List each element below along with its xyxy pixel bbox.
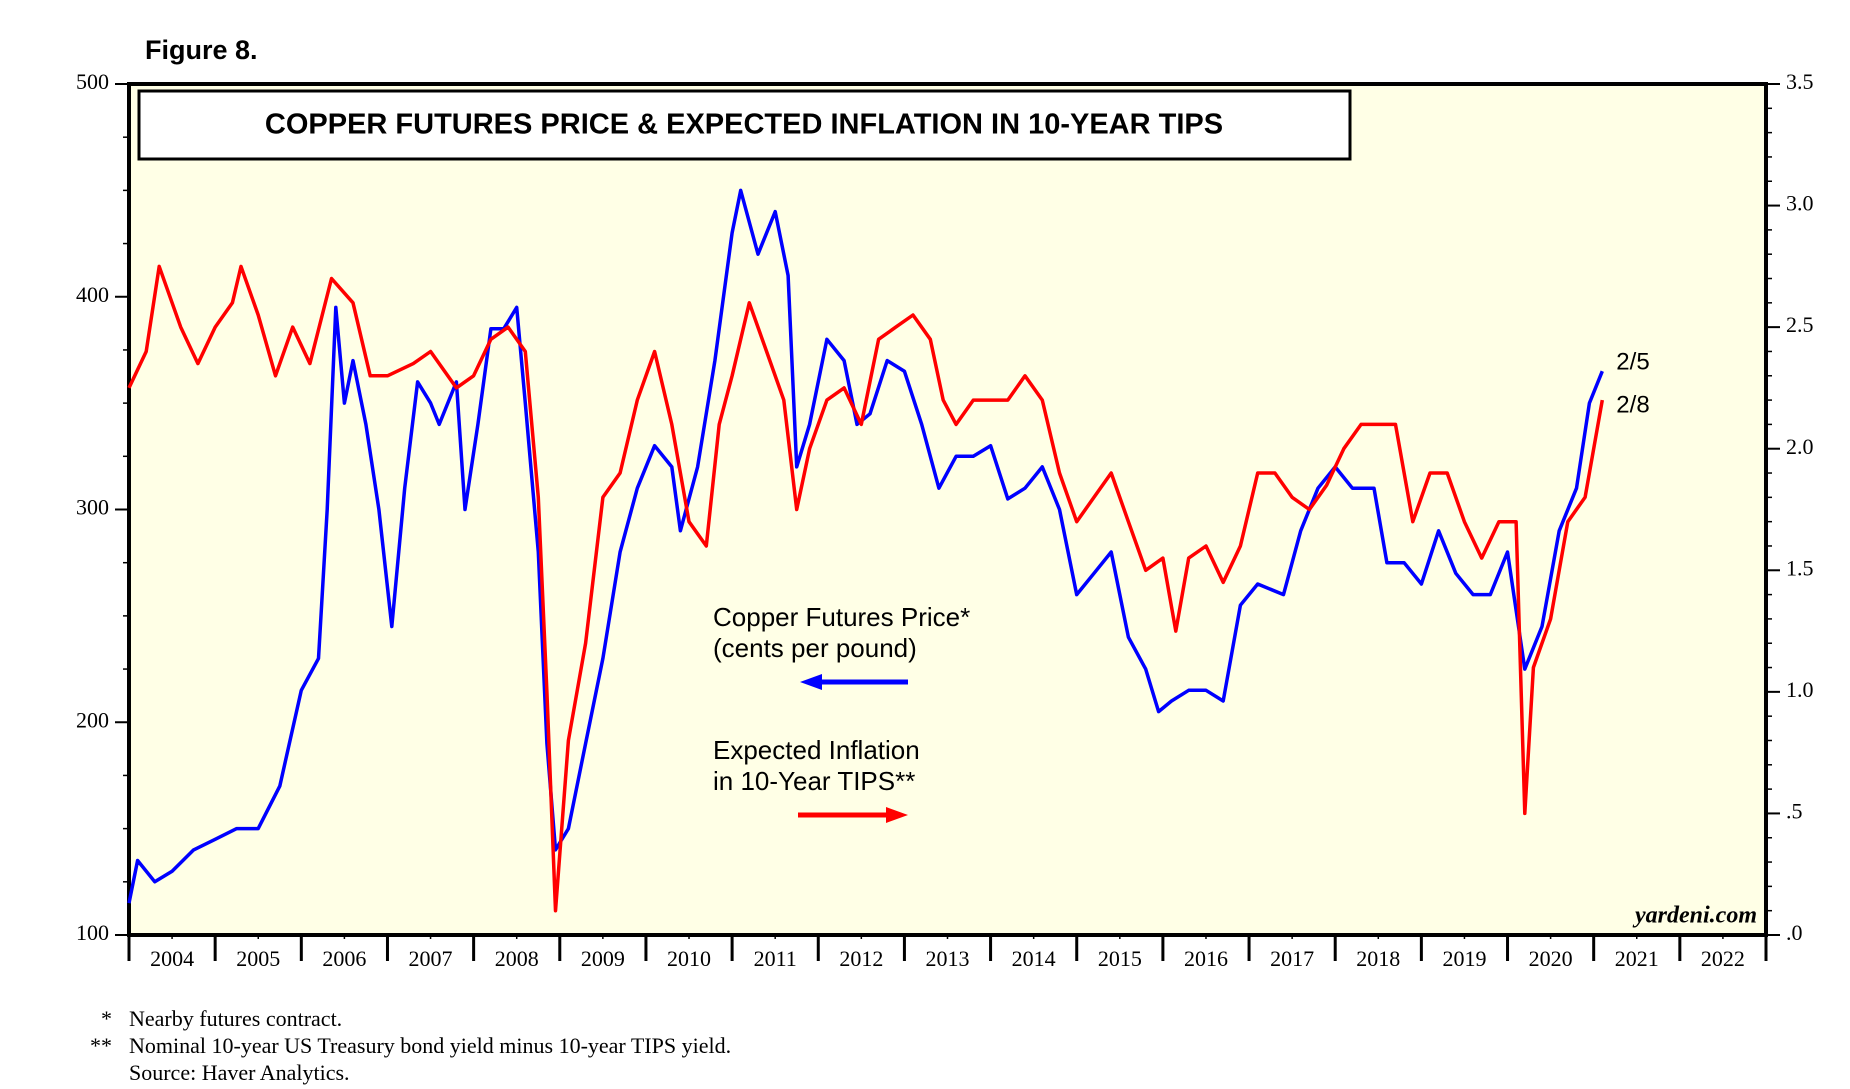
legend-text: in 10-Year TIPS** [713, 766, 915, 796]
x-tick-label: 2015 [1098, 946, 1142, 971]
x-tick-label: 2016 [1184, 946, 1228, 971]
plot-area [127, 82, 1768, 937]
footnote-text: Source: Haver Analytics. [129, 1060, 350, 1085]
y-tick-label: 300 [76, 495, 109, 520]
x-tick-label: 2019 [1442, 946, 1486, 971]
y-tick-label: 500 [76, 69, 109, 94]
y2-tick-label: .5 [1786, 798, 1803, 823]
x-tick-label: 2011 [754, 946, 797, 971]
y2-tick-label: 1.5 [1786, 555, 1814, 580]
x-tick-label: 2021 [1615, 946, 1659, 971]
series-line [127, 264, 1605, 913]
y2-tick-label: 3.0 [1786, 191, 1814, 216]
x-tick-label: 2010 [667, 946, 711, 971]
y2-tick-label: 3.5 [1786, 69, 1814, 94]
x-tick-label: 2004 [150, 946, 194, 971]
legend-arrowhead [800, 674, 822, 690]
y2-tick-label: 2.5 [1786, 312, 1814, 337]
legend-text: Copper Futures Price* [713, 602, 970, 632]
x-tick-label: 2006 [322, 946, 366, 971]
x-tick-label: 2014 [1012, 946, 1056, 971]
x-tick-label: 2008 [495, 946, 539, 971]
end-label: 2/8 [1616, 391, 1649, 418]
footnote-marker: ** [90, 1033, 112, 1058]
x-tick-label: 2018 [1356, 946, 1400, 971]
x-tick-label: 2012 [839, 946, 883, 971]
x-tick-label: 2007 [409, 946, 453, 971]
x-tick-label: 2005 [236, 946, 280, 971]
chart-title: COPPER FUTURES PRICE & EXPECTED INFLATIO… [265, 109, 1223, 141]
end-label: 2/5 [1616, 349, 1649, 376]
legend-text: (cents per pound) [713, 633, 917, 663]
footnote-text: Nearby futures contract. [129, 1006, 342, 1031]
footnote-text: Nominal 10-year US Treasury bond yield m… [129, 1033, 731, 1058]
y2-tick-label: .0 [1786, 920, 1803, 945]
y-tick-label: 200 [76, 707, 109, 732]
watermark: yardeni.com [1632, 903, 1757, 929]
legend-text: Expected Inflation [713, 735, 920, 765]
footnote-marker: * [101, 1006, 112, 1031]
x-tick-label: 2013 [926, 946, 970, 971]
title-box [137, 89, 1352, 161]
x-tick-label: 2022 [1701, 946, 1745, 971]
y-tick-label: 100 [76, 920, 109, 945]
legend-arrowhead [886, 807, 908, 823]
x-tick-label: 2017 [1270, 946, 1314, 971]
series-line [127, 188, 1604, 904]
x-tick-label: 2009 [581, 946, 625, 971]
y2-tick-label: 2.0 [1786, 434, 1814, 459]
figure-label: Figure 8. [145, 35, 258, 65]
x-tick-label: 2020 [1529, 946, 1573, 971]
y-tick-label: 400 [76, 282, 109, 307]
y2-tick-label: 1.0 [1786, 677, 1814, 702]
